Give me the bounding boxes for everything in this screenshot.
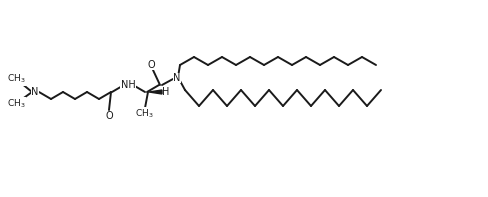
Text: CH$_3$: CH$_3$ (134, 108, 153, 120)
Text: N: N (31, 87, 39, 97)
Text: O: O (105, 111, 113, 121)
Polygon shape (149, 90, 162, 94)
Text: CH$_3$: CH$_3$ (7, 98, 25, 110)
Text: H: H (162, 87, 169, 97)
Text: O: O (147, 60, 155, 70)
Text: NH: NH (121, 80, 135, 90)
Text: CH$_3$: CH$_3$ (7, 73, 25, 85)
Text: N: N (173, 73, 181, 83)
